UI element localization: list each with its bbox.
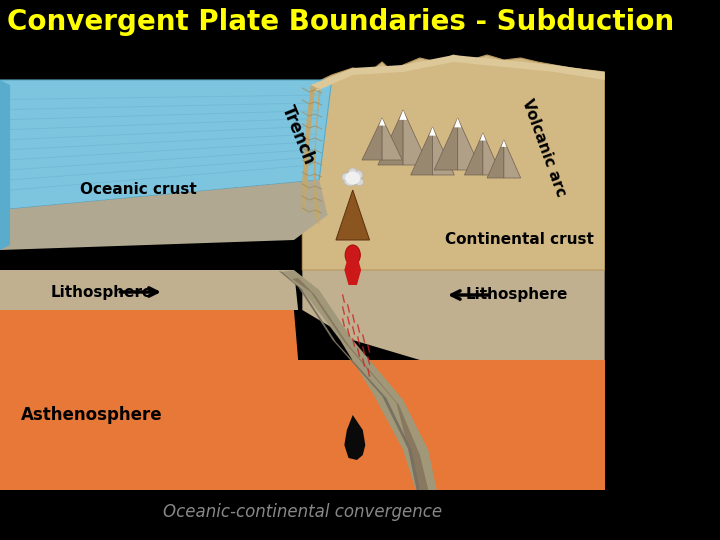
Polygon shape [0,80,10,250]
Text: Continental crust: Continental crust [445,233,594,247]
Text: Oceanic crust: Oceanic crust [80,183,197,198]
Text: Volcanic arc: Volcanic arc [520,97,569,199]
Polygon shape [0,270,298,310]
Polygon shape [336,190,369,240]
Polygon shape [302,55,605,270]
Polygon shape [378,110,403,165]
Polygon shape [292,278,428,490]
Polygon shape [504,140,521,178]
Polygon shape [480,133,486,140]
Polygon shape [344,255,361,285]
Polygon shape [362,118,382,160]
Polygon shape [483,133,501,175]
Polygon shape [433,127,454,175]
Ellipse shape [345,245,360,265]
Polygon shape [0,310,298,360]
Polygon shape [0,180,328,250]
Ellipse shape [343,174,357,186]
Polygon shape [429,127,436,136]
Polygon shape [311,55,605,93]
Text: Asthenosphere: Asthenosphere [21,406,163,424]
Polygon shape [344,415,365,460]
Text: Trench: Trench [278,103,318,167]
Polygon shape [0,80,332,210]
Polygon shape [282,270,437,490]
Polygon shape [400,110,407,120]
Polygon shape [434,118,458,170]
Polygon shape [379,118,385,126]
Polygon shape [302,85,321,225]
Polygon shape [501,140,506,147]
Ellipse shape [348,168,357,176]
Text: Lithosphere: Lithosphere [50,285,153,300]
Ellipse shape [345,172,360,185]
Polygon shape [458,118,481,170]
Polygon shape [410,127,433,175]
Polygon shape [487,140,504,178]
Ellipse shape [342,173,350,181]
Text: Oceanic-continental convergence: Oceanic-continental convergence [163,503,442,521]
Polygon shape [279,271,420,490]
Polygon shape [0,360,605,490]
Polygon shape [382,118,402,160]
Text: Lithosphere: Lithosphere [466,287,569,302]
Polygon shape [454,118,462,127]
Ellipse shape [351,170,363,180]
Text: Convergent Plate Boundaries - Subduction: Convergent Plate Boundaries - Subduction [6,8,674,36]
Polygon shape [403,110,428,165]
Polygon shape [464,133,483,175]
Polygon shape [302,270,605,360]
Ellipse shape [355,179,364,186]
